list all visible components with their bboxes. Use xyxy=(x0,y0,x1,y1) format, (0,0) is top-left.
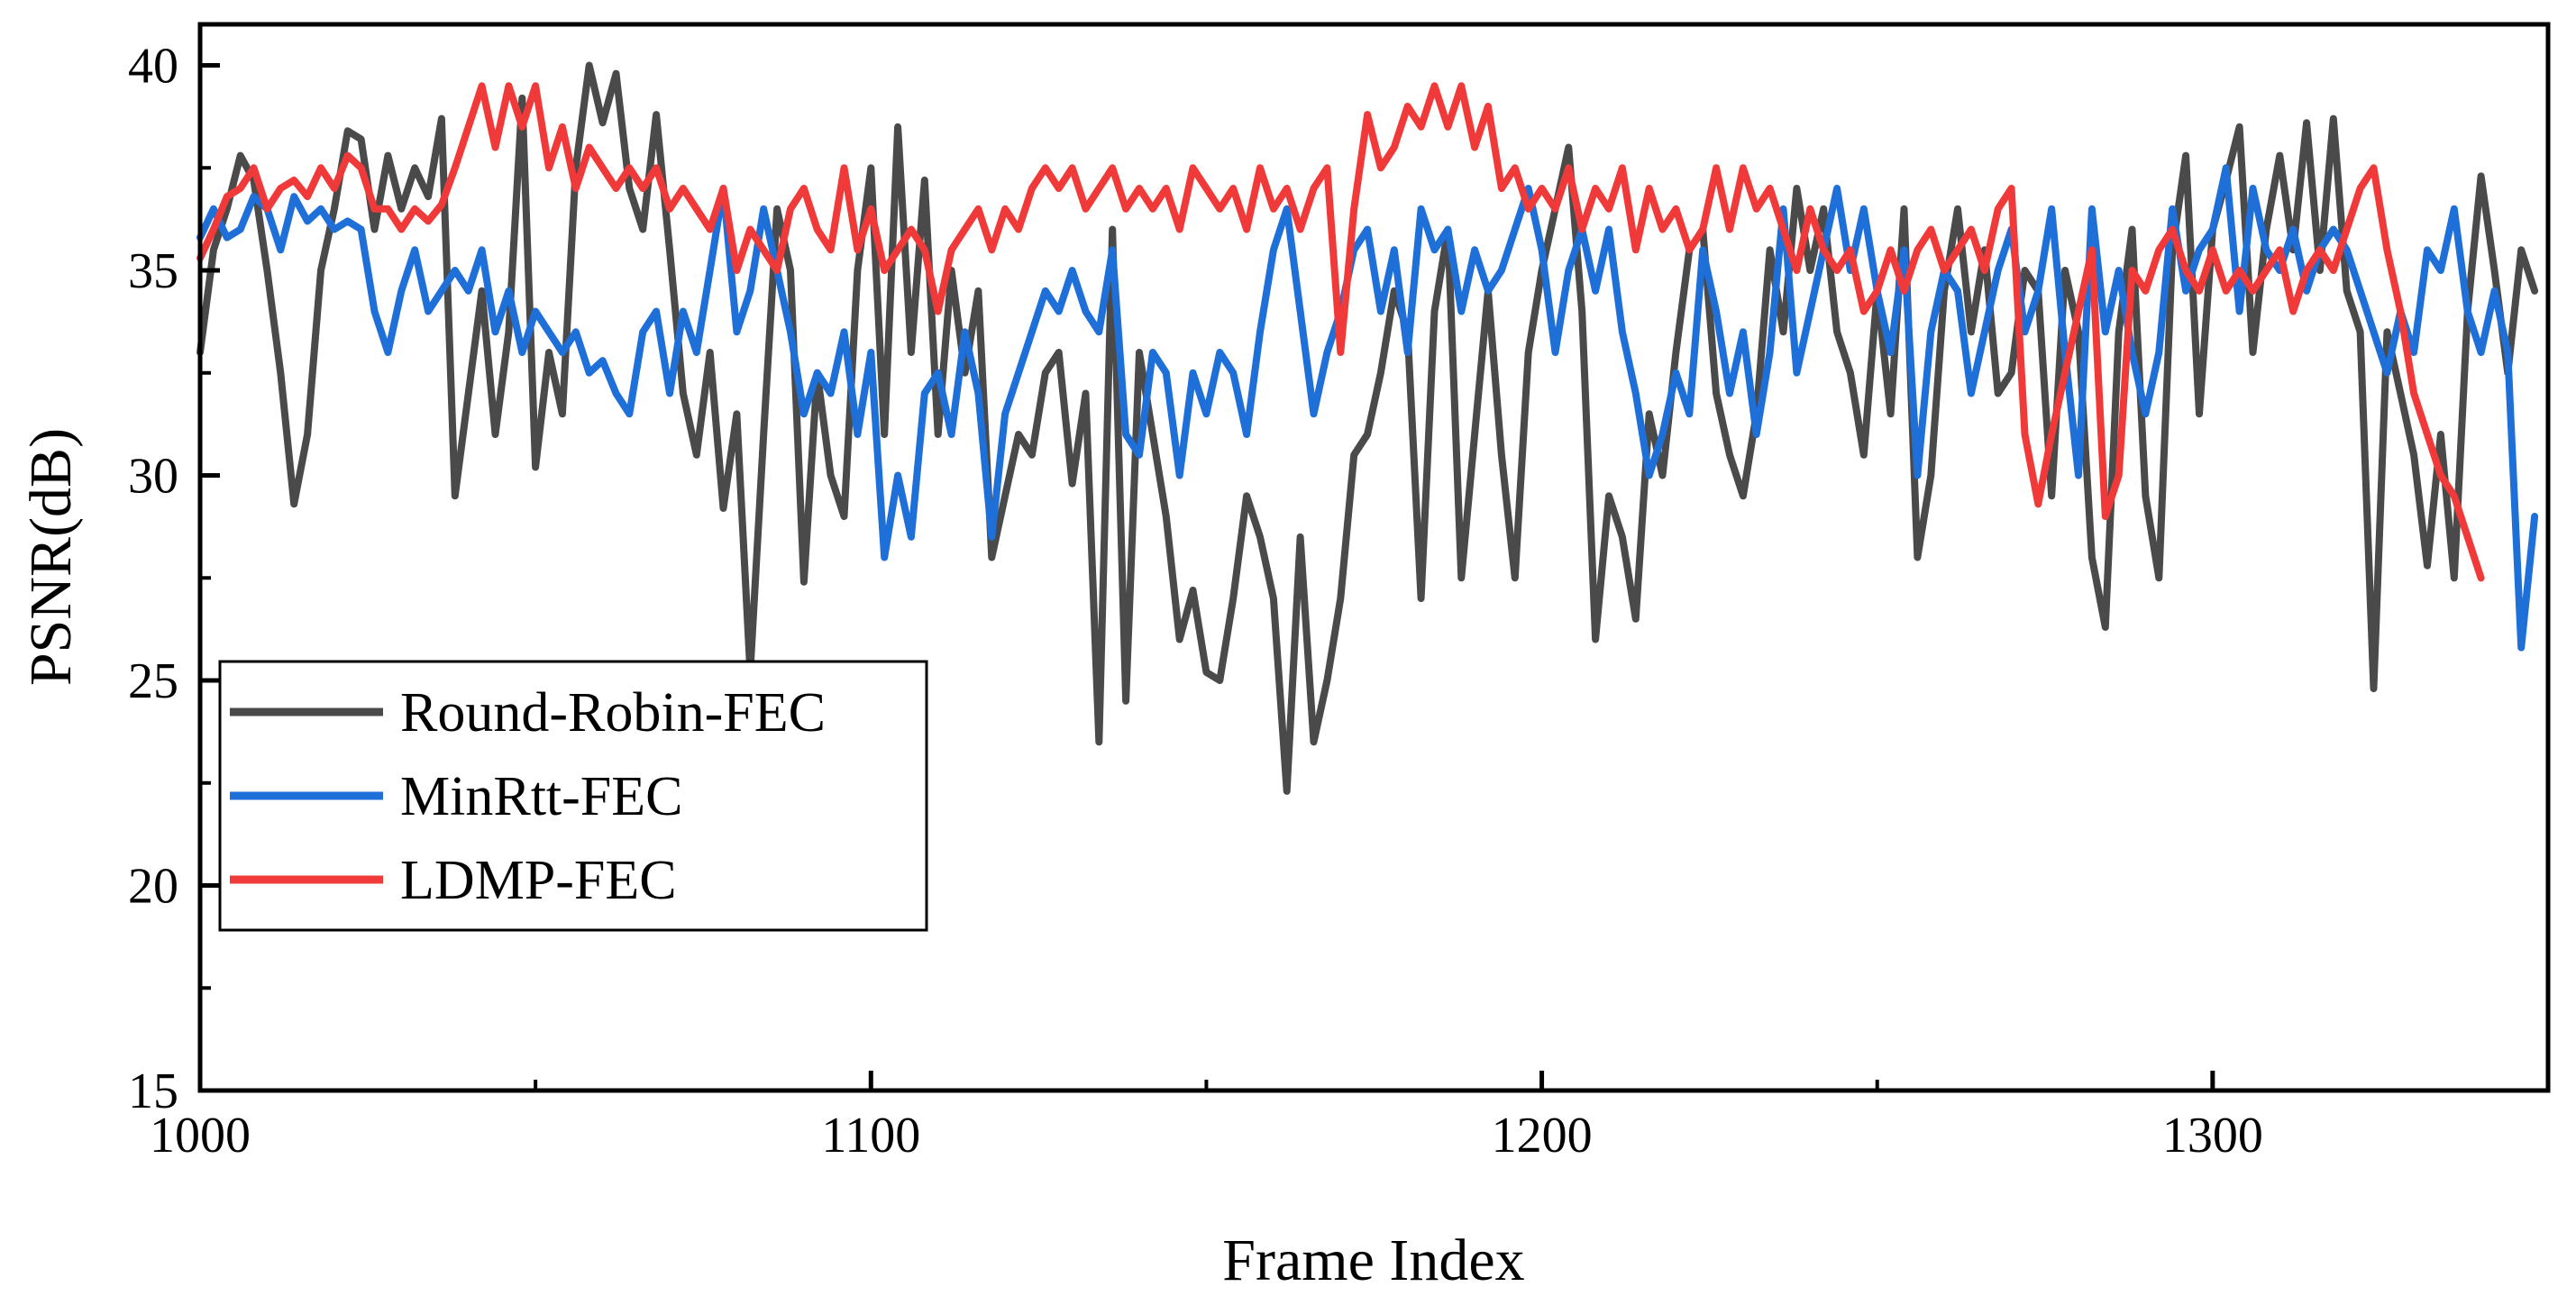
x-tick-label-1200: 1200 xyxy=(1492,1108,1593,1164)
x-tick-label-1100: 1100 xyxy=(821,1108,920,1164)
y-tick-label-30: 30 xyxy=(128,449,178,505)
y-axis-title: PSNR(dB) xyxy=(18,428,84,686)
series-layer xyxy=(196,61,2539,795)
y-axis: 15 20 25 30 35 40 xyxy=(128,39,220,1119)
x-axis: 1000 1100 1200 1300 xyxy=(150,1071,2263,1164)
y-tick-label-20: 20 xyxy=(128,859,178,915)
legend-label-minrtt: MinRtt-FEC xyxy=(400,766,683,827)
series-line-ldmp-fec xyxy=(196,82,2485,582)
x-tick-label-1300: 1300 xyxy=(2162,1108,2263,1164)
series-line-round-robin-fec xyxy=(196,61,2539,795)
y-tick-label-40: 40 xyxy=(128,39,178,95)
x-axis-title: Frame Index xyxy=(1222,1227,1524,1293)
y-tick-label-25: 25 xyxy=(128,653,178,709)
legend-label-ldmp: LDMP-FEC xyxy=(400,850,677,911)
series-line-minrtt-fec xyxy=(196,164,2539,652)
legend-label-round-robin: Round-Robin-FEC xyxy=(400,682,826,744)
legend: Round-Robin-FEC MinRtt-FEC LDMP-FEC xyxy=(218,660,928,932)
plot-frame xyxy=(197,22,2551,1093)
y-tick-label-15: 15 xyxy=(128,1063,178,1119)
y-tick-label-35: 35 xyxy=(128,243,178,299)
x-tick-label-1000: 1000 xyxy=(150,1108,251,1164)
